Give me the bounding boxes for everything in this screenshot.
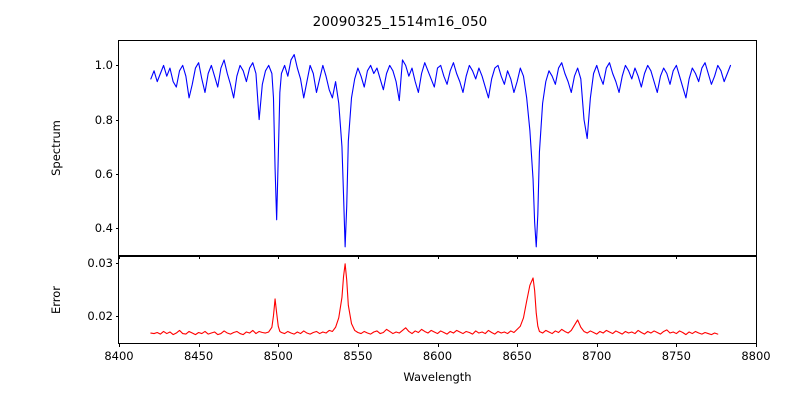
error-y-tick-label: 0.03 [87,256,113,271]
error-x-tick-label: 8700 [582,349,612,363]
spectrum-panel: 0.4 0.6 0.8 1.0 [95,40,758,259]
error-y-tick [115,263,119,265]
error-panel: 0.02 0.03 8400 8450 8500 8550 8600 8650 8700 8750… [87,256,771,363]
x-axis-label: Wavelength [403,370,472,384]
error-x-tick [517,343,519,347]
error-y-tick-label: 0.02 [87,308,113,323]
spectrum-y-tick-label: 0.6 [94,166,113,181]
spectrum-y-tick-label: 1.0 [94,58,113,73]
spectrum-y-tick [115,173,119,175]
error-y-tick [115,315,119,317]
error-x-tick-label: 8550 [343,349,373,363]
error-data-line [151,264,718,335]
error-x-tick [676,343,678,347]
error-x-tick-label: 8650 [502,349,532,363]
error-x-tick [198,343,200,347]
error-x-tick [278,343,280,347]
spectrum-y-tick-label: 0.4 [94,220,113,235]
spectrum-line-plot [119,41,756,255]
error-x-tick-label: 8600 [422,349,453,363]
error-x-tick [756,343,758,347]
spectrum-data-line [151,55,731,247]
spectrum-y-tick [115,119,119,121]
error-x-tick-label: 8800 [741,349,771,363]
error-x-tick-label: 8500 [263,349,293,363]
spectrum-y-tick-label: 0.8 [94,112,113,127]
chart-title: 20090325_1514m16_050 [312,14,488,30]
error-x-tick [437,343,439,347]
error-x-tick-label: 8750 [661,349,692,363]
error-y-axis-label: Error [49,285,63,315]
spectrum-y-tick [115,227,119,229]
spectrum-y-axis-label: Spectrum [49,120,63,176]
error-x-tick-label: 8450 [183,349,214,363]
error-line-plot [119,257,756,343]
error-x-tick [596,343,598,347]
error-x-tick [119,343,121,347]
error-x-tick [357,343,359,347]
spectrum-y-tick [115,65,119,67]
error-x-tick-label: 8400 [104,349,134,363]
